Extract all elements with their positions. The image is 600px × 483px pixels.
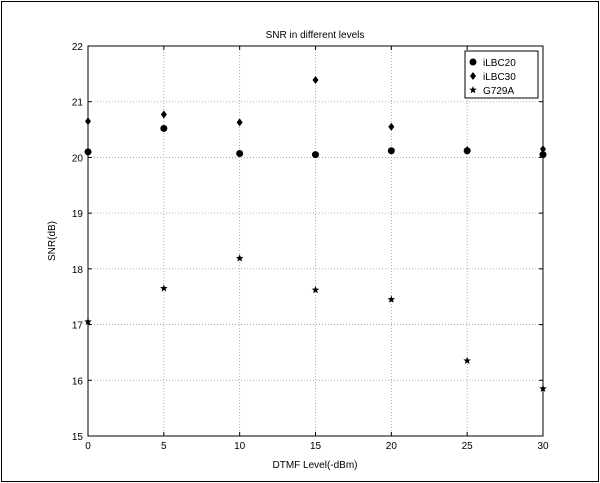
y-tick-label: 21 [72, 98, 84, 109]
x-axis-label: DTMF Level(-dBm) [272, 460, 357, 471]
g729a-point [463, 356, 471, 365]
grid-lines [88, 46, 543, 436]
ilbc30-point [160, 110, 167, 119]
x-tick-label: 5 [161, 441, 167, 452]
ilbc30-point [236, 118, 243, 127]
legend-marker-ilbc30 [470, 72, 476, 80]
ilbc20-point [387, 147, 395, 155]
ilbc20-point [160, 124, 168, 132]
ilbc20-point [236, 150, 244, 158]
ilbc30-point [312, 75, 319, 84]
y-tick-label: 15 [72, 432, 84, 443]
axis-ticks: 0 5 10 15 20 25 30 15 16 17 18 19 20 21 22 [72, 42, 549, 452]
ilbc20-point [312, 151, 319, 159]
g729a-point [311, 286, 320, 294]
data-marks [84, 75, 547, 392]
x-tick-label: 0 [85, 441, 91, 452]
legend-label-ilbc30: iLBC30 [483, 72, 516, 83]
g729a-point [539, 384, 547, 392]
legend-marker-ilbc20 [469, 58, 477, 66]
x-tick-label: 30 [537, 441, 549, 452]
ilbc30-point [388, 122, 395, 131]
y-tick-label: 22 [72, 42, 84, 53]
y-tick-label: 19 [72, 209, 84, 220]
x-tick-label: 15 [310, 441, 322, 452]
g729a-point [160, 284, 168, 292]
legend: iLBC20 iLBC30 G729A [464, 50, 539, 99]
chart-title: SNR in different levels [266, 30, 365, 41]
y-tick-label: 20 [72, 153, 84, 164]
x-tick-label: 20 [386, 441, 398, 452]
legend-label-ilbc20: iLBC20 [483, 58, 516, 69]
ilbc20-point [539, 151, 547, 159]
ilbc30-point [85, 117, 91, 126]
x-tick-label: 10 [234, 441, 246, 452]
ilbc30-point [540, 145, 546, 154]
ilbc30-point [464, 146, 471, 155]
g729a-point [235, 254, 244, 262]
y-tick-label: 18 [72, 265, 84, 276]
g729a-point [84, 317, 92, 326]
series-g729a [84, 254, 547, 392]
legend-label-g729a: G729A [483, 86, 514, 97]
legend-box [464, 50, 539, 99]
g729a-point [387, 295, 396, 303]
series-ilbc30 [85, 75, 546, 155]
y-tick-label: 16 [72, 376, 84, 387]
ilbc20-point [84, 148, 92, 156]
y-axis-label: SNR(dB) [47, 221, 58, 261]
legend-marker-g729a [469, 86, 477, 94]
x-tick-label: 25 [462, 441, 474, 452]
y-tick-label: 17 [72, 321, 84, 332]
